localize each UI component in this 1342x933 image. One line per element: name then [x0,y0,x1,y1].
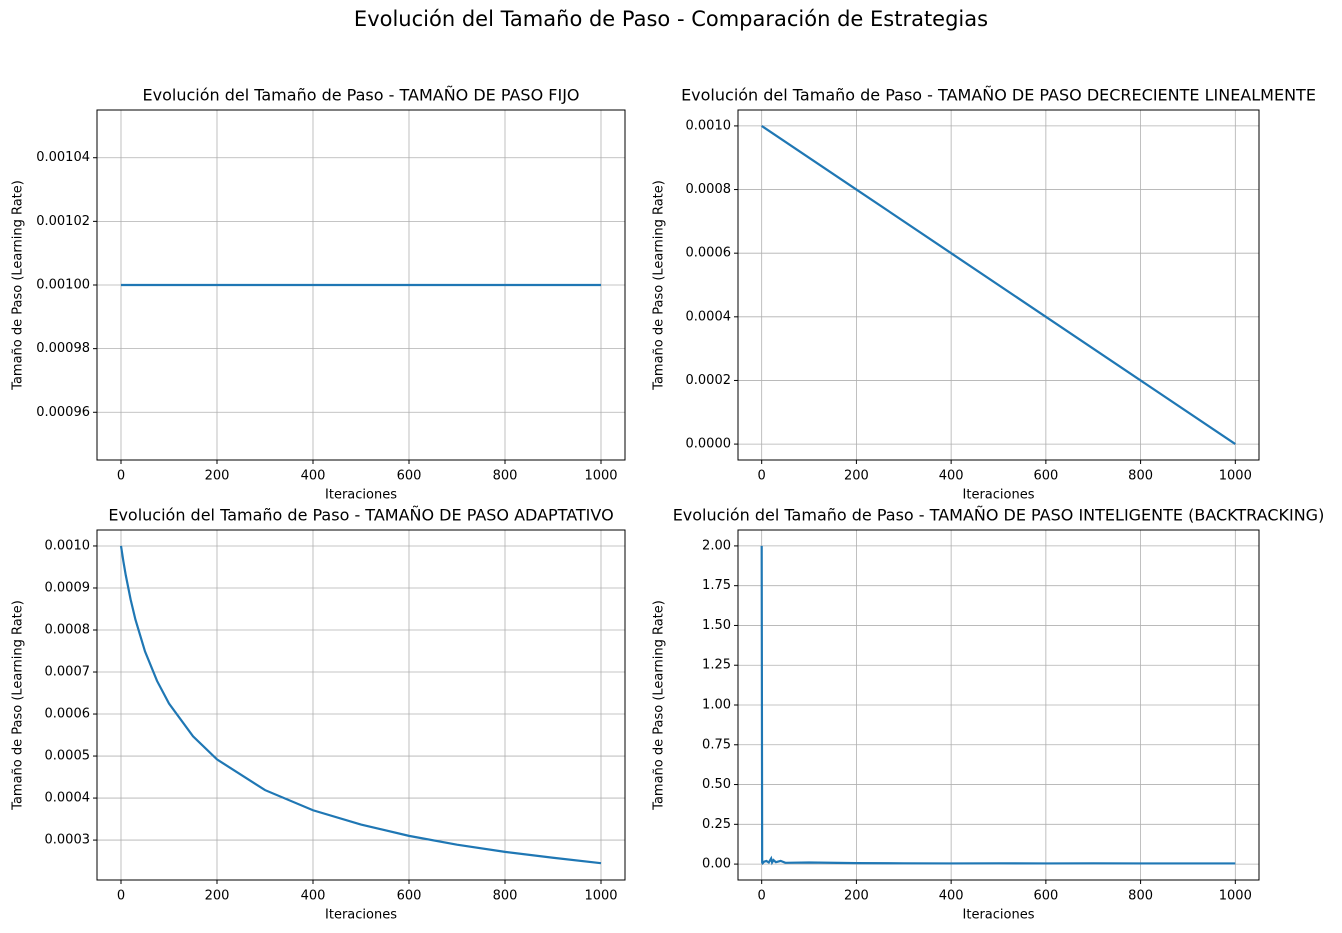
x-tick-label: 400 [939,889,964,904]
y-axis-label: Tamaño de Paso (Learning Rate) [652,600,667,811]
x-axis-label: Iteraciones [963,488,1035,503]
y-tick-label: 2.00 [702,538,731,553]
y-tick-label: 0.25 [702,817,731,832]
x-tick-label: 1000 [584,469,617,484]
x-tick-label: 200 [844,469,869,484]
y-tick-label: 0.0009 [45,580,91,595]
y-tick-label: 1.75 [702,578,731,593]
x-axis-label: Iteraciones [963,908,1035,923]
axes-frame [96,109,626,461]
x-tick-label: 400 [939,469,964,484]
x-tick-label: 0 [758,889,766,904]
axes-frame [96,529,626,881]
chart-title: Evolución del Tamaño de Paso - TAMAÑO DE… [108,506,613,525]
y-axis-label: Tamaño de Paso (Learning Rate) [11,180,26,391]
y-tick-label: 0.75 [702,737,731,752]
line [760,545,1236,866]
y-tick-label: 0.0002 [686,373,732,388]
x-axis-label: Iteraciones [325,908,397,923]
chart-title: Evolución del Tamaño de Paso - TAMAÑO DE… [143,86,580,105]
y-tick-label: 1.00 [702,698,731,713]
x-tick-label: 600 [397,889,422,904]
line [761,124,1236,446]
y-tick-label: 0.0010 [45,538,91,553]
axes-frame [737,529,1260,881]
x-axis-label: Iteraciones [325,488,397,503]
x-tick-label: 200 [844,889,869,904]
x-tick-label: 200 [205,469,230,484]
y-tick-label: 0.00104 [36,150,90,165]
y-tick-label: 0.0006 [686,246,732,261]
y-tick-label: 0.0006 [45,707,91,722]
x-tick-label: 600 [1033,469,1058,484]
y-tick-label: 0.0008 [45,623,91,638]
x-tick-label: 0 [117,469,125,484]
x-tick-label: 1000 [1219,469,1252,484]
x-tick-label: 800 [1128,469,1153,484]
y-tick-label: 0.0004 [45,791,91,806]
line [119,545,602,865]
y-tick-label: 0.0004 [686,309,732,324]
y-tick-label: 0.0007 [45,665,91,680]
y-tick-label: 0.00100 [36,278,90,293]
y-axis-label: Tamaño de Paso (Learning Rate) [11,600,26,811]
y-tick-label: 0.0000 [686,437,732,452]
x-tick-label: 800 [1128,889,1153,904]
y-tick-label: 0.0003 [45,833,91,848]
y-tick-label: 0.00098 [36,341,90,356]
x-tick-label: 600 [1033,889,1058,904]
x-tick-label: 0 [117,889,125,904]
chart-title: Evolución del Tamaño de Paso - TAMAÑO DE… [673,506,1325,525]
y-tick-label: 0.00 [702,857,731,872]
x-tick-label: 600 [397,469,422,484]
x-tick-label: 1000 [1219,889,1252,904]
figure-title: Evolución del Tamaño de Paso - Comparaci… [354,7,988,31]
axes-frame [737,109,1260,461]
y-tick-label: 0.50 [702,777,731,792]
y-axis-label: Tamaño de Paso (Learning Rate) [652,180,667,391]
x-tick-label: 800 [493,469,518,484]
x-tick-label: 200 [205,889,230,904]
y-tick-label: 1.50 [702,618,731,633]
x-tick-label: 0 [758,469,766,484]
x-tick-label: 400 [301,889,326,904]
x-tick-label: 800 [493,889,518,904]
y-tick-label: 0.0008 [686,182,732,197]
x-tick-label: 400 [301,469,326,484]
y-tick-label: 0.00102 [36,214,90,229]
y-tick-label: 0.0005 [45,749,91,764]
y-tick-label: 0.00096 [36,405,90,420]
y-tick-label: 0.0010 [686,118,732,133]
x-tick-label: 1000 [584,889,617,904]
chart-title: Evolución del Tamaño de Paso - TAMAÑO DE… [681,86,1316,105]
y-tick-label: 1.25 [702,658,731,673]
